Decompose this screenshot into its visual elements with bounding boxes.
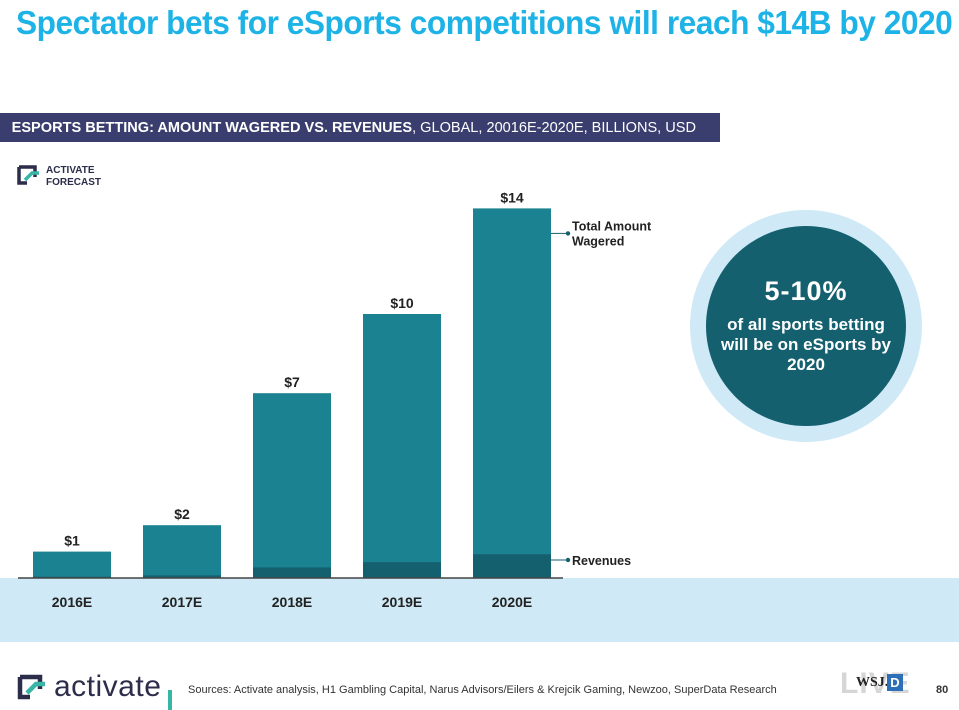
callout-percent: 5-10%	[764, 276, 848, 306]
forecast-line-2: FORECAST	[46, 177, 101, 188]
x-tick-2017E: 2017E	[162, 594, 202, 610]
data-label-2018E: $7	[284, 374, 300, 390]
legend-dot-revenues	[565, 557, 571, 563]
footer-accent-bar	[168, 690, 172, 710]
axis-band	[0, 578, 959, 642]
x-tick-2016E: 2016E	[52, 594, 92, 610]
callout-circle: 5-10% of all sports betting will be on e…	[706, 226, 906, 426]
activate-logo: activate	[16, 670, 161, 704]
bar-wagered-2018E	[253, 393, 331, 578]
sources-note: Sources: Activate analysis, H1 Gambling …	[188, 684, 777, 696]
activate-mark-icon	[17, 674, 45, 700]
bar-chart: $1 2016E $2 2017E $7 2018E $10 2019E $14 2020E Tot…	[18, 189, 652, 610]
page-title: Spectator bets for eSports competitions …	[16, 4, 953, 41]
data-label-2017E: $2	[174, 506, 190, 522]
wsj-wordmark: WSJ.	[856, 675, 889, 690]
activate-logo-icon	[17, 165, 39, 185]
activate-wordmark: activate	[54, 670, 162, 703]
bar-revenues-2017E	[143, 575, 221, 578]
d-box: D	[887, 674, 903, 691]
x-tick-2020E: 2020E	[492, 594, 532, 610]
legend-dot-wagered	[565, 231, 571, 236]
wsj-d-live-logo: LIVE WSJ. D	[840, 667, 924, 700]
bar-revenues-2019E	[363, 562, 441, 578]
bar-wagered-2017E	[143, 525, 221, 578]
chart-subtitle-bar: ESPORTS BETTING: AMOUNT WAGERED VS. REVE…	[0, 113, 720, 142]
bar-wagered-2016E	[33, 551, 111, 578]
x-tick-2018E: 2018E	[272, 594, 312, 610]
x-tick-2019E: 2019E	[382, 594, 422, 610]
activate-forecast-badge: ACTIVATE FORECAST	[16, 164, 101, 189]
subtitle-bold: ESPORTS BETTING: AMOUNT WAGERED VS. REVE…	[11, 119, 413, 136]
data-label-2016E: $1	[64, 533, 80, 549]
bar-revenues-2018E	[253, 567, 331, 578]
callout-text: of all sports betting will be on eSports…	[720, 315, 892, 374]
data-label-2019E: $10	[390, 295, 414, 311]
legend-label-revenues: Revenues	[572, 554, 631, 568]
bar-wagered-2020E	[473, 208, 551, 578]
subtitle-rest: , GLOBAL, 20016E-2020E, BILLIONS, USD	[412, 119, 696, 136]
legend-label-wagered: Total Amount Wagered	[572, 219, 652, 248]
bar-wagered-2019E	[363, 314, 441, 578]
page-number: 80	[936, 684, 949, 696]
bar-revenues-2020E	[473, 554, 551, 578]
data-label-2020E: $14	[500, 189, 524, 205]
forecast-line-1: ACTIVATE	[46, 165, 95, 176]
